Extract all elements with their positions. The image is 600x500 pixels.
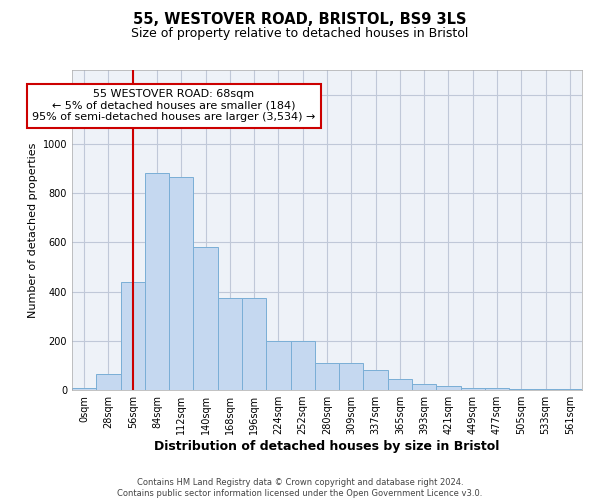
Bar bbox=[388, 379, 412, 390]
Bar bbox=[193, 247, 218, 390]
Bar bbox=[509, 389, 533, 390]
Bar bbox=[218, 298, 242, 390]
Bar bbox=[169, 177, 193, 390]
Bar bbox=[533, 389, 558, 390]
Bar bbox=[485, 388, 509, 390]
Bar bbox=[315, 363, 339, 390]
X-axis label: Distribution of detached houses by size in Bristol: Distribution of detached houses by size … bbox=[154, 440, 500, 453]
Bar bbox=[558, 389, 582, 390]
Bar bbox=[436, 386, 461, 390]
Text: Contains HM Land Registry data © Crown copyright and database right 2024.
Contai: Contains HM Land Registry data © Crown c… bbox=[118, 478, 482, 498]
Bar bbox=[266, 341, 290, 390]
Bar bbox=[290, 341, 315, 390]
Text: 55 WESTOVER ROAD: 68sqm
← 5% of detached houses are smaller (184)
95% of semi-de: 55 WESTOVER ROAD: 68sqm ← 5% of detached… bbox=[32, 89, 316, 122]
Bar bbox=[121, 282, 145, 390]
Text: 55, WESTOVER ROAD, BRISTOL, BS9 3LS: 55, WESTOVER ROAD, BRISTOL, BS9 3LS bbox=[133, 12, 467, 28]
Bar bbox=[339, 363, 364, 390]
Bar bbox=[412, 384, 436, 390]
Bar bbox=[364, 370, 388, 390]
Bar bbox=[72, 388, 96, 390]
Text: Size of property relative to detached houses in Bristol: Size of property relative to detached ho… bbox=[131, 28, 469, 40]
Bar bbox=[96, 374, 121, 390]
Y-axis label: Number of detached properties: Number of detached properties bbox=[28, 142, 38, 318]
Bar bbox=[242, 298, 266, 390]
Bar bbox=[461, 388, 485, 390]
Bar bbox=[145, 174, 169, 390]
